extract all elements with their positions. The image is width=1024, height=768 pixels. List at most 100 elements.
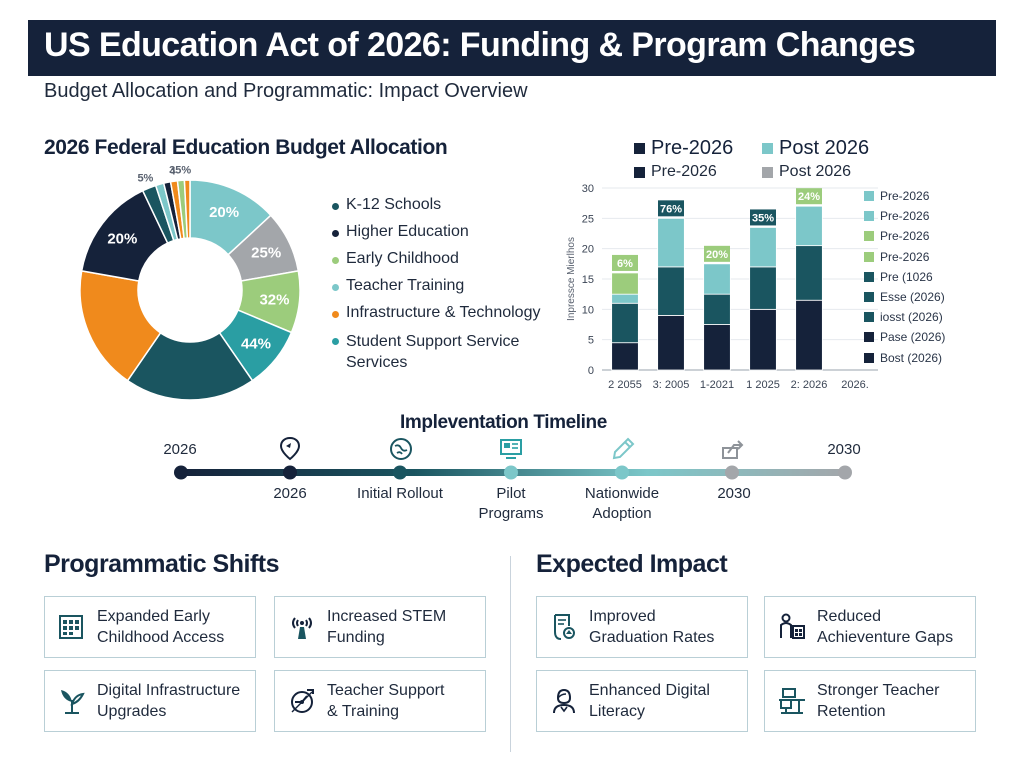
legend-swatch — [864, 211, 874, 222]
bar-segment — [657, 314, 685, 371]
legend-label: Esse (2026) — [880, 290, 945, 305]
side-legend-item: Pase (2026) — [864, 327, 984, 347]
legend-swatch — [864, 271, 874, 282]
impact-card-digital-literacy: Enhanced Digital Literacy — [536, 670, 748, 732]
donut-slice-label: 25% — [251, 244, 281, 261]
bar-chart-legend: Pre-2026 Post 2026 Pre-2026 Post 2026 — [634, 136, 894, 184]
bar-segment — [611, 272, 639, 295]
donut-slice-label: 20% — [209, 204, 239, 221]
card-text: Increased STEM Funding — [327, 608, 447, 646]
bar-segment — [703, 293, 731, 325]
shift-card-digital-infrastructure: Digital Infrastructure Upgrades — [44, 670, 256, 732]
legend-swatch — [864, 251, 874, 262]
card-text: Reduced Achieventure Gaps — [817, 608, 954, 646]
calendar-grid-icon — [59, 615, 83, 639]
legend-item-k12: K-12 Schools — [332, 196, 552, 223]
legend-label: K-12 Schools — [346, 196, 442, 213]
card-text: Improved Graduation Rates — [589, 608, 715, 646]
y-tick-label: 20 — [582, 244, 594, 256]
bar-side-legend: Pre-2026 Pre-2026 Pre-2026 Pre-2026 Pre … — [864, 186, 984, 368]
donut-slice-label: 35% — [169, 164, 191, 176]
donut-slice-label: 44% — [241, 336, 271, 353]
people-chart-icon — [780, 613, 805, 639]
bar-segment — [657, 217, 685, 268]
bar-top-label-box — [796, 188, 822, 205]
card-text: Stronger Teacher Retention — [817, 682, 940, 720]
donut-slice-label: 4 — [169, 165, 176, 177]
legend-swatch — [864, 292, 874, 303]
legend-item-higher-ed: Higher Education — [332, 223, 552, 250]
antenna-icon — [292, 617, 312, 639]
legend-swatch — [864, 312, 874, 323]
timeline-track — [174, 465, 852, 480]
legend-label: Pre (1026 — [880, 269, 933, 284]
side-legend-item: iosst (2026) — [864, 307, 984, 327]
legend-swatch — [864, 332, 874, 343]
arrow-chart-icon — [722, 440, 744, 459]
y-tick-label: 25 — [582, 213, 594, 225]
card-text: Enhanced Digital Literacy — [589, 682, 710, 720]
side-legend-item: Pre-2026 — [864, 206, 984, 226]
legend-label: iosst (2026) — [880, 310, 943, 325]
legend-label: Post 2026 — [779, 136, 870, 159]
legend-label: Pre-2026 — [880, 229, 930, 244]
bar-top-label: 20% — [706, 249, 728, 261]
x-tick-label: 1 2025 — [746, 379, 780, 391]
legend-label: Pre-2026 — [880, 249, 930, 264]
donut-legend: K-12 Schools Higher Education Early Chil… — [332, 196, 552, 375]
legend-dot — [332, 338, 339, 345]
legend-label: Bost (2026) — [880, 350, 943, 365]
bar-segment — [611, 302, 639, 344]
section-divider — [510, 556, 511, 752]
legend-label: Infrastructure & Technology — [346, 304, 541, 321]
legend-swatch — [864, 191, 874, 202]
legend-swatch — [864, 352, 874, 363]
bar-segment — [795, 245, 823, 301]
donut-slice-label: 20% — [107, 231, 137, 248]
timeline-node — [393, 465, 407, 480]
donut-slice — [126, 331, 254, 401]
expected-impact-title: Expected Impact — [536, 550, 728, 578]
bar-legend-entry: Post 2026 — [762, 137, 890, 160]
person-icon — [553, 688, 575, 714]
bar-segment — [703, 324, 731, 371]
bar-segment — [703, 263, 731, 295]
legend-label: Pre-2026 — [651, 163, 717, 180]
stacked-bar-chart: 0 5 10 15 20 25 30 Inpressce Mierlhos 6% 2 2055 76… — [566, 183, 878, 391]
side-legend-item: Pre (1026 — [864, 267, 984, 287]
milestone-label: 2030 — [717, 485, 751, 502]
side-legend-item: Esse (2026) — [864, 287, 984, 307]
side-legend-item: Pre-2026 — [864, 186, 984, 206]
legend-swatch — [634, 166, 645, 178]
timeline-start-node — [174, 465, 188, 480]
page-subtitle: Budget Allocation and Programmatic: Impa… — [44, 80, 528, 102]
legend-dot — [332, 203, 339, 210]
bar-segment — [749, 308, 777, 371]
legend-label: Post 2026 — [779, 163, 852, 180]
milestone-label: 2026 — [273, 485, 307, 502]
bar-segment — [611, 342, 639, 371]
x-tick-label: 1-2021 — [700, 379, 734, 391]
bar-top-label: 35% — [752, 212, 774, 224]
x-tick-label: 3: 2005 — [653, 379, 690, 391]
legend-label: Pre-2026 — [880, 209, 930, 224]
shift-card-early-childhood: Expanded Early Childhood Access — [44, 596, 256, 658]
y-tick-label: 5 — [588, 335, 594, 347]
pencil-icon — [612, 437, 635, 460]
milestone-label: Nationwide Adoption — [584, 485, 660, 522]
timeline-node — [615, 465, 629, 480]
timeline-end-label: 2030 — [827, 441, 861, 458]
legend-label: Pase (2026) — [880, 330, 946, 345]
bar-legend-entry: Pre-2026 — [634, 137, 762, 160]
diploma-icon — [554, 614, 575, 640]
donut-slice — [79, 270, 162, 382]
impact-card-graduation: Improved Graduation Rates — [536, 596, 748, 658]
legend-dot — [332, 257, 339, 264]
desk-icon — [779, 688, 805, 714]
bar-legend-row: Pre-2026 Post 2026 — [634, 160, 894, 184]
legend-label: Pre-2026 — [651, 136, 734, 159]
impact-card-teacher-retention: Stronger Teacher Retention — [764, 670, 976, 732]
timeline-node — [504, 465, 518, 480]
bar-segment — [657, 266, 685, 316]
bar-segment — [749, 227, 777, 268]
